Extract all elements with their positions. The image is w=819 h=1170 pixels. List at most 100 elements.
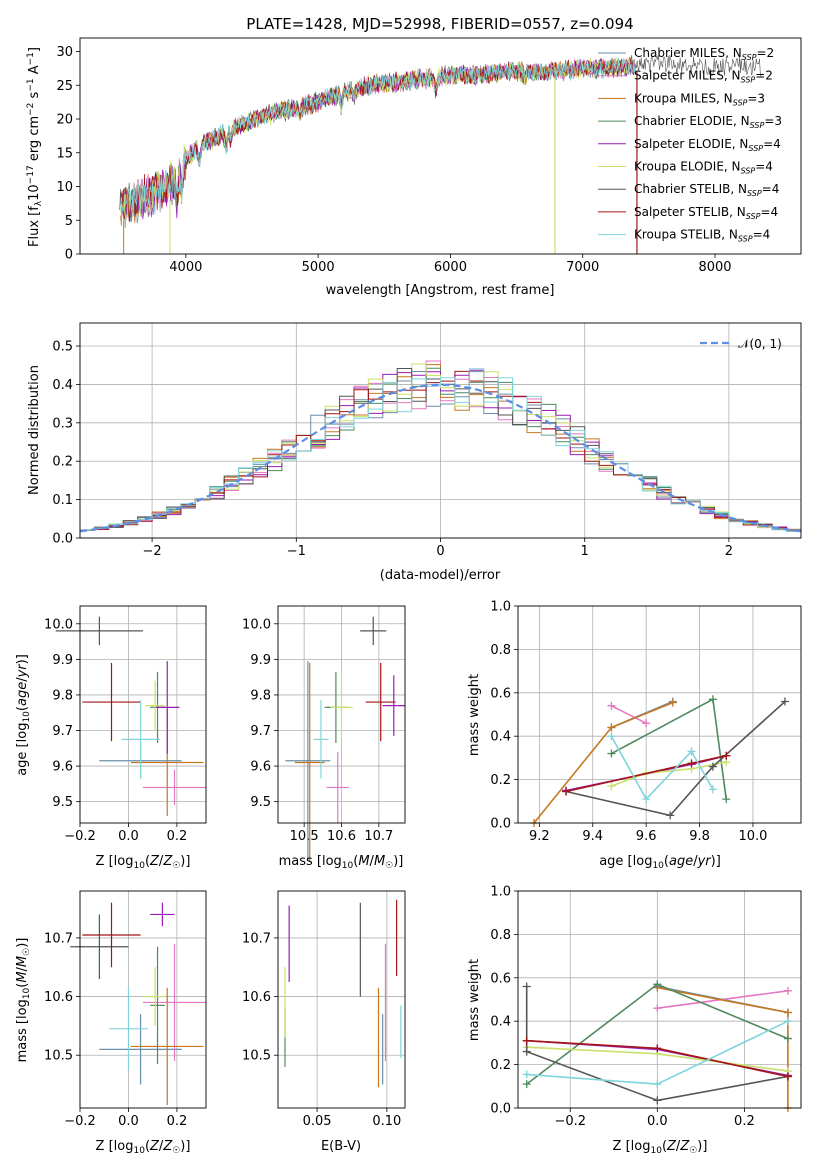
- x-tick-label: 9.4: [582, 829, 603, 844]
- y-tick-label: 10.0: [242, 617, 271, 632]
- weight-line: [611, 761, 727, 787]
- x-tick-label: 10.6: [327, 829, 356, 844]
- age-massweight-ylabel: mass weight: [467, 674, 482, 756]
- legend-label: Kroupa ELODIE, NSSP=4: [634, 160, 773, 176]
- legend-label: Chabrier ELODIE, NSSP=3: [634, 114, 782, 130]
- weight-marker: [783, 1008, 792, 1017]
- weight-marker: [522, 1080, 531, 1089]
- y-tick-label: 0.1: [52, 493, 73, 508]
- weight-marker: [783, 1017, 792, 1026]
- age-massweight-panel: 9.2 9.4 9.6 9.8 10.0 0.0 0.2 0.4 0.6 0.8 1.0: [490, 600, 802, 844]
- x-tick-label: −0.2: [554, 1114, 586, 1129]
- weight-line: [565, 700, 786, 817]
- legend-label: Chabrier STELIB, NSSP=4: [634, 182, 779, 198]
- z-age-panel: −0.2 0.0 0.2 9.5 9.6 9.7 9.8 9.9 10.0: [44, 605, 207, 844]
- normal-curve: [79, 383, 802, 533]
- legend-label: Kroupa MILES, NSSP=3: [634, 91, 765, 107]
- y-tick-label: 0.4: [490, 1015, 511, 1030]
- axes-frame: [79, 890, 207, 1109]
- axes-frame: [517, 890, 802, 1109]
- y-tick-label: 9.8: [52, 688, 73, 703]
- weight-marker: [668, 698, 677, 707]
- weight-marker: [708, 785, 717, 794]
- weight-marker: [783, 1072, 792, 1081]
- x-tick-label: 0.2: [167, 829, 188, 844]
- z-age-ylabel: age [log10(age/yr)]: [15, 654, 32, 776]
- y-tick-label: 0.8: [490, 643, 511, 658]
- residuals-xlabel: (data-model)/error: [380, 568, 501, 583]
- y-tick-label: 10.6: [44, 990, 73, 1005]
- ebv-mass-panel: 0.05 0.10 10.5 10.6 10.7: [242, 890, 406, 1129]
- weight-line: [610, 735, 714, 801]
- axes-frame: [79, 322, 802, 539]
- x-tick-label: 4000: [169, 260, 202, 275]
- y-tick-label: 20: [56, 113, 73, 128]
- y-tick-label: 9.8: [250, 688, 271, 703]
- weight-marker: [783, 1034, 792, 1043]
- x-tick-label: 10.5: [290, 829, 319, 844]
- legend-label: Salpeter ELODIE, NSSP=4: [634, 137, 781, 153]
- y-tick-label: 9.7: [52, 724, 73, 739]
- z-massweight-ylabel: mass weight: [467, 959, 482, 1041]
- x-tick-label: 2: [725, 544, 733, 559]
- weight-marker: [607, 732, 616, 741]
- x-tick-label: 8000: [698, 260, 731, 275]
- weight-line: [525, 986, 789, 1102]
- axes-frame: [517, 605, 802, 824]
- x-tick-label: 7000: [566, 260, 599, 275]
- spectrum-line: [120, 57, 636, 215]
- y-tick-label: 0.0: [490, 817, 511, 832]
- weight-marker: [653, 1096, 662, 1105]
- weight-marker: [722, 795, 731, 804]
- weight-marker: [653, 980, 662, 989]
- weight-marker: [642, 719, 651, 728]
- x-tick-label: 0: [436, 544, 444, 559]
- y-tick-label: 0.6: [490, 971, 511, 986]
- spectrum-xlabel: wavelength [Angstrom, rest frame]: [326, 283, 555, 298]
- y-tick-label: 9.6: [250, 760, 271, 775]
- weight-marker: [562, 787, 571, 796]
- z-age-xlabel: Z [log10(Z/Z☉)]: [96, 854, 191, 871]
- x-tick-label: 0.2: [167, 1114, 188, 1129]
- y-tick-label: 0.4: [490, 730, 511, 745]
- weight-marker: [666, 811, 675, 820]
- legend-label: Salpeter STELIB, NSSP=4: [634, 205, 778, 221]
- x-tick-label: −0.2: [64, 1114, 96, 1129]
- y-tick-label: 9.5: [52, 795, 73, 810]
- figure-title: PLATE=1428, MJD=52998, FIBERID=0557, z=0…: [246, 15, 633, 33]
- axes-frame: [79, 605, 207, 824]
- y-tick-label: 0.4: [52, 378, 73, 393]
- weight-marker: [708, 762, 717, 771]
- weight-marker: [522, 982, 531, 991]
- x-tick-label: 9.6: [636, 829, 657, 844]
- x-tick-label: 5000: [302, 260, 335, 275]
- weight-marker: [780, 697, 789, 706]
- x-tick-label: 9.2: [529, 829, 550, 844]
- weight-marker: [653, 1004, 662, 1013]
- y-tick-label: 5: [65, 214, 73, 229]
- weight-marker: [722, 751, 731, 760]
- weight-marker: [687, 759, 696, 768]
- legend-label: Kroupa STELIB, NSSP=4: [634, 228, 770, 244]
- y-tick-label: 0.8: [490, 928, 511, 943]
- y-tick-label: 0.0: [490, 1102, 511, 1117]
- weight-marker: [607, 749, 616, 758]
- y-tick-label: 0.2: [52, 455, 73, 470]
- y-tick-label: 9.6: [52, 760, 73, 775]
- axes-frame: [79, 37, 802, 255]
- y-tick-label: 1.0: [490, 885, 511, 900]
- mass-age-panel: 10.5 10.6 10.7 9.5 9.6 9.7 9.8 9.9 10.0: [242, 605, 406, 863]
- x-tick-label: 0.0: [647, 1114, 668, 1129]
- y-tick-label: 0.6: [490, 686, 511, 701]
- z-massweight-panel: −0.2 0.0 0.2 0.0 0.2 0.4 0.6 0.8 1.0: [490, 885, 802, 1129]
- weight-marker: [522, 1047, 531, 1056]
- x-tick-label: 10.7: [364, 829, 393, 844]
- y-tick-label: 10.7: [242, 931, 271, 946]
- x-tick-label: 0.0: [118, 829, 139, 844]
- z-mass-panel: −0.2 0.0 0.2 10.5 10.6 10.7: [44, 890, 207, 1129]
- y-tick-label: 9.5: [250, 795, 271, 810]
- weight-marker: [607, 701, 616, 710]
- weight-marker: [522, 1070, 531, 1079]
- axes-frame: [277, 605, 406, 824]
